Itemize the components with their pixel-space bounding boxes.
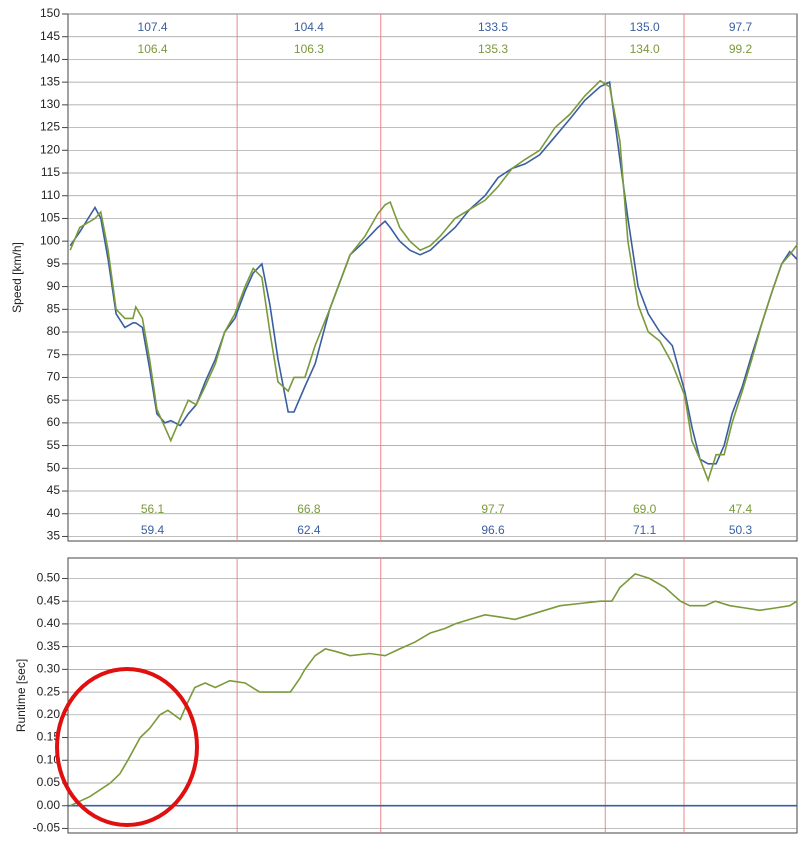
- sector-label: 134.0: [630, 42, 660, 56]
- sector-label: 47.4: [729, 502, 753, 516]
- y-tick-label: 0.05: [37, 775, 61, 789]
- sector-label: 50.3: [729, 523, 753, 537]
- y-tick-label: -0.05: [33, 821, 61, 835]
- plot-area: [67, 557, 798, 834]
- y-axis-label: Runtime [sec]: [14, 659, 28, 732]
- y-tick-label: 45: [47, 483, 61, 497]
- y-tick-label: 135: [40, 74, 60, 88]
- y-tick-label: 65: [47, 392, 61, 406]
- y-tick-label: 110: [41, 188, 60, 202]
- y-tick-label: 80: [47, 324, 61, 338]
- sector-label: 133.5: [478, 20, 508, 34]
- y-tick-label: 0.50: [37, 571, 61, 585]
- sector-label: 97.7: [481, 502, 505, 516]
- y-tick-label: 120: [40, 142, 60, 156]
- y-tick-label: 145: [40, 29, 60, 43]
- sector-label: 106.4: [138, 42, 168, 56]
- y-tick-label: 130: [40, 97, 60, 111]
- series-line: [69, 80, 798, 465]
- y-tick-label: 105: [40, 211, 60, 225]
- sector-label: 97.7: [729, 20, 753, 34]
- y-tick-label: 115: [41, 165, 60, 179]
- y-tick-label: 35: [47, 529, 61, 543]
- y-tick-label: 0.35: [37, 639, 61, 653]
- y-tick-label: 90: [47, 279, 61, 293]
- y-tick-label: 75: [47, 347, 61, 361]
- y-tick-label: 0.15: [37, 730, 61, 744]
- y-tick-label: 85: [47, 301, 61, 315]
- y-tick-label: 0.40: [37, 616, 61, 630]
- sector-label: 135.0: [630, 20, 660, 34]
- sector-label: 99.2: [729, 42, 753, 56]
- y-tick-label: 95: [47, 256, 61, 270]
- y-tick-label: 125: [40, 120, 60, 134]
- y-axis-label: Speed [km/h]: [10, 242, 24, 313]
- y-tick-label: 140: [40, 52, 60, 66]
- sector-label: 59.4: [141, 523, 165, 537]
- y-tick-label: 150: [40, 6, 60, 20]
- sector-label: 56.1: [141, 502, 165, 516]
- y-tick-label: 100: [40, 233, 60, 247]
- sector-label: 106.3: [294, 42, 324, 56]
- y-tick-label: 0.10: [37, 752, 61, 766]
- y-tick-label: 40: [47, 506, 61, 520]
- y-tick-label: 0.25: [37, 684, 61, 698]
- sector-label: 66.8: [297, 502, 321, 516]
- sector-label: 71.1: [633, 523, 657, 537]
- sector-label: 96.6: [481, 523, 505, 537]
- sector-label: 62.4: [297, 523, 321, 537]
- y-tick-label: 55: [47, 438, 61, 452]
- sector-label: 104.4: [294, 20, 324, 34]
- highlight-circle: [55, 667, 199, 827]
- sector-label: 135.3: [478, 42, 508, 56]
- sector-label: 107.4: [138, 20, 168, 34]
- y-tick-label: 0.45: [37, 593, 61, 607]
- y-tick-label: 0.30: [37, 662, 61, 676]
- y-tick-label: 70: [47, 370, 61, 384]
- series-line: [69, 572, 798, 807]
- plot-area: [67, 13, 798, 542]
- series-line: [69, 79, 798, 483]
- y-tick-label: 0.00: [37, 798, 61, 812]
- y-tick-label: 0.20: [37, 707, 61, 721]
- y-tick-label: 50: [47, 460, 61, 474]
- y-tick-label: 60: [47, 415, 61, 429]
- sector-label: 69.0: [633, 502, 657, 516]
